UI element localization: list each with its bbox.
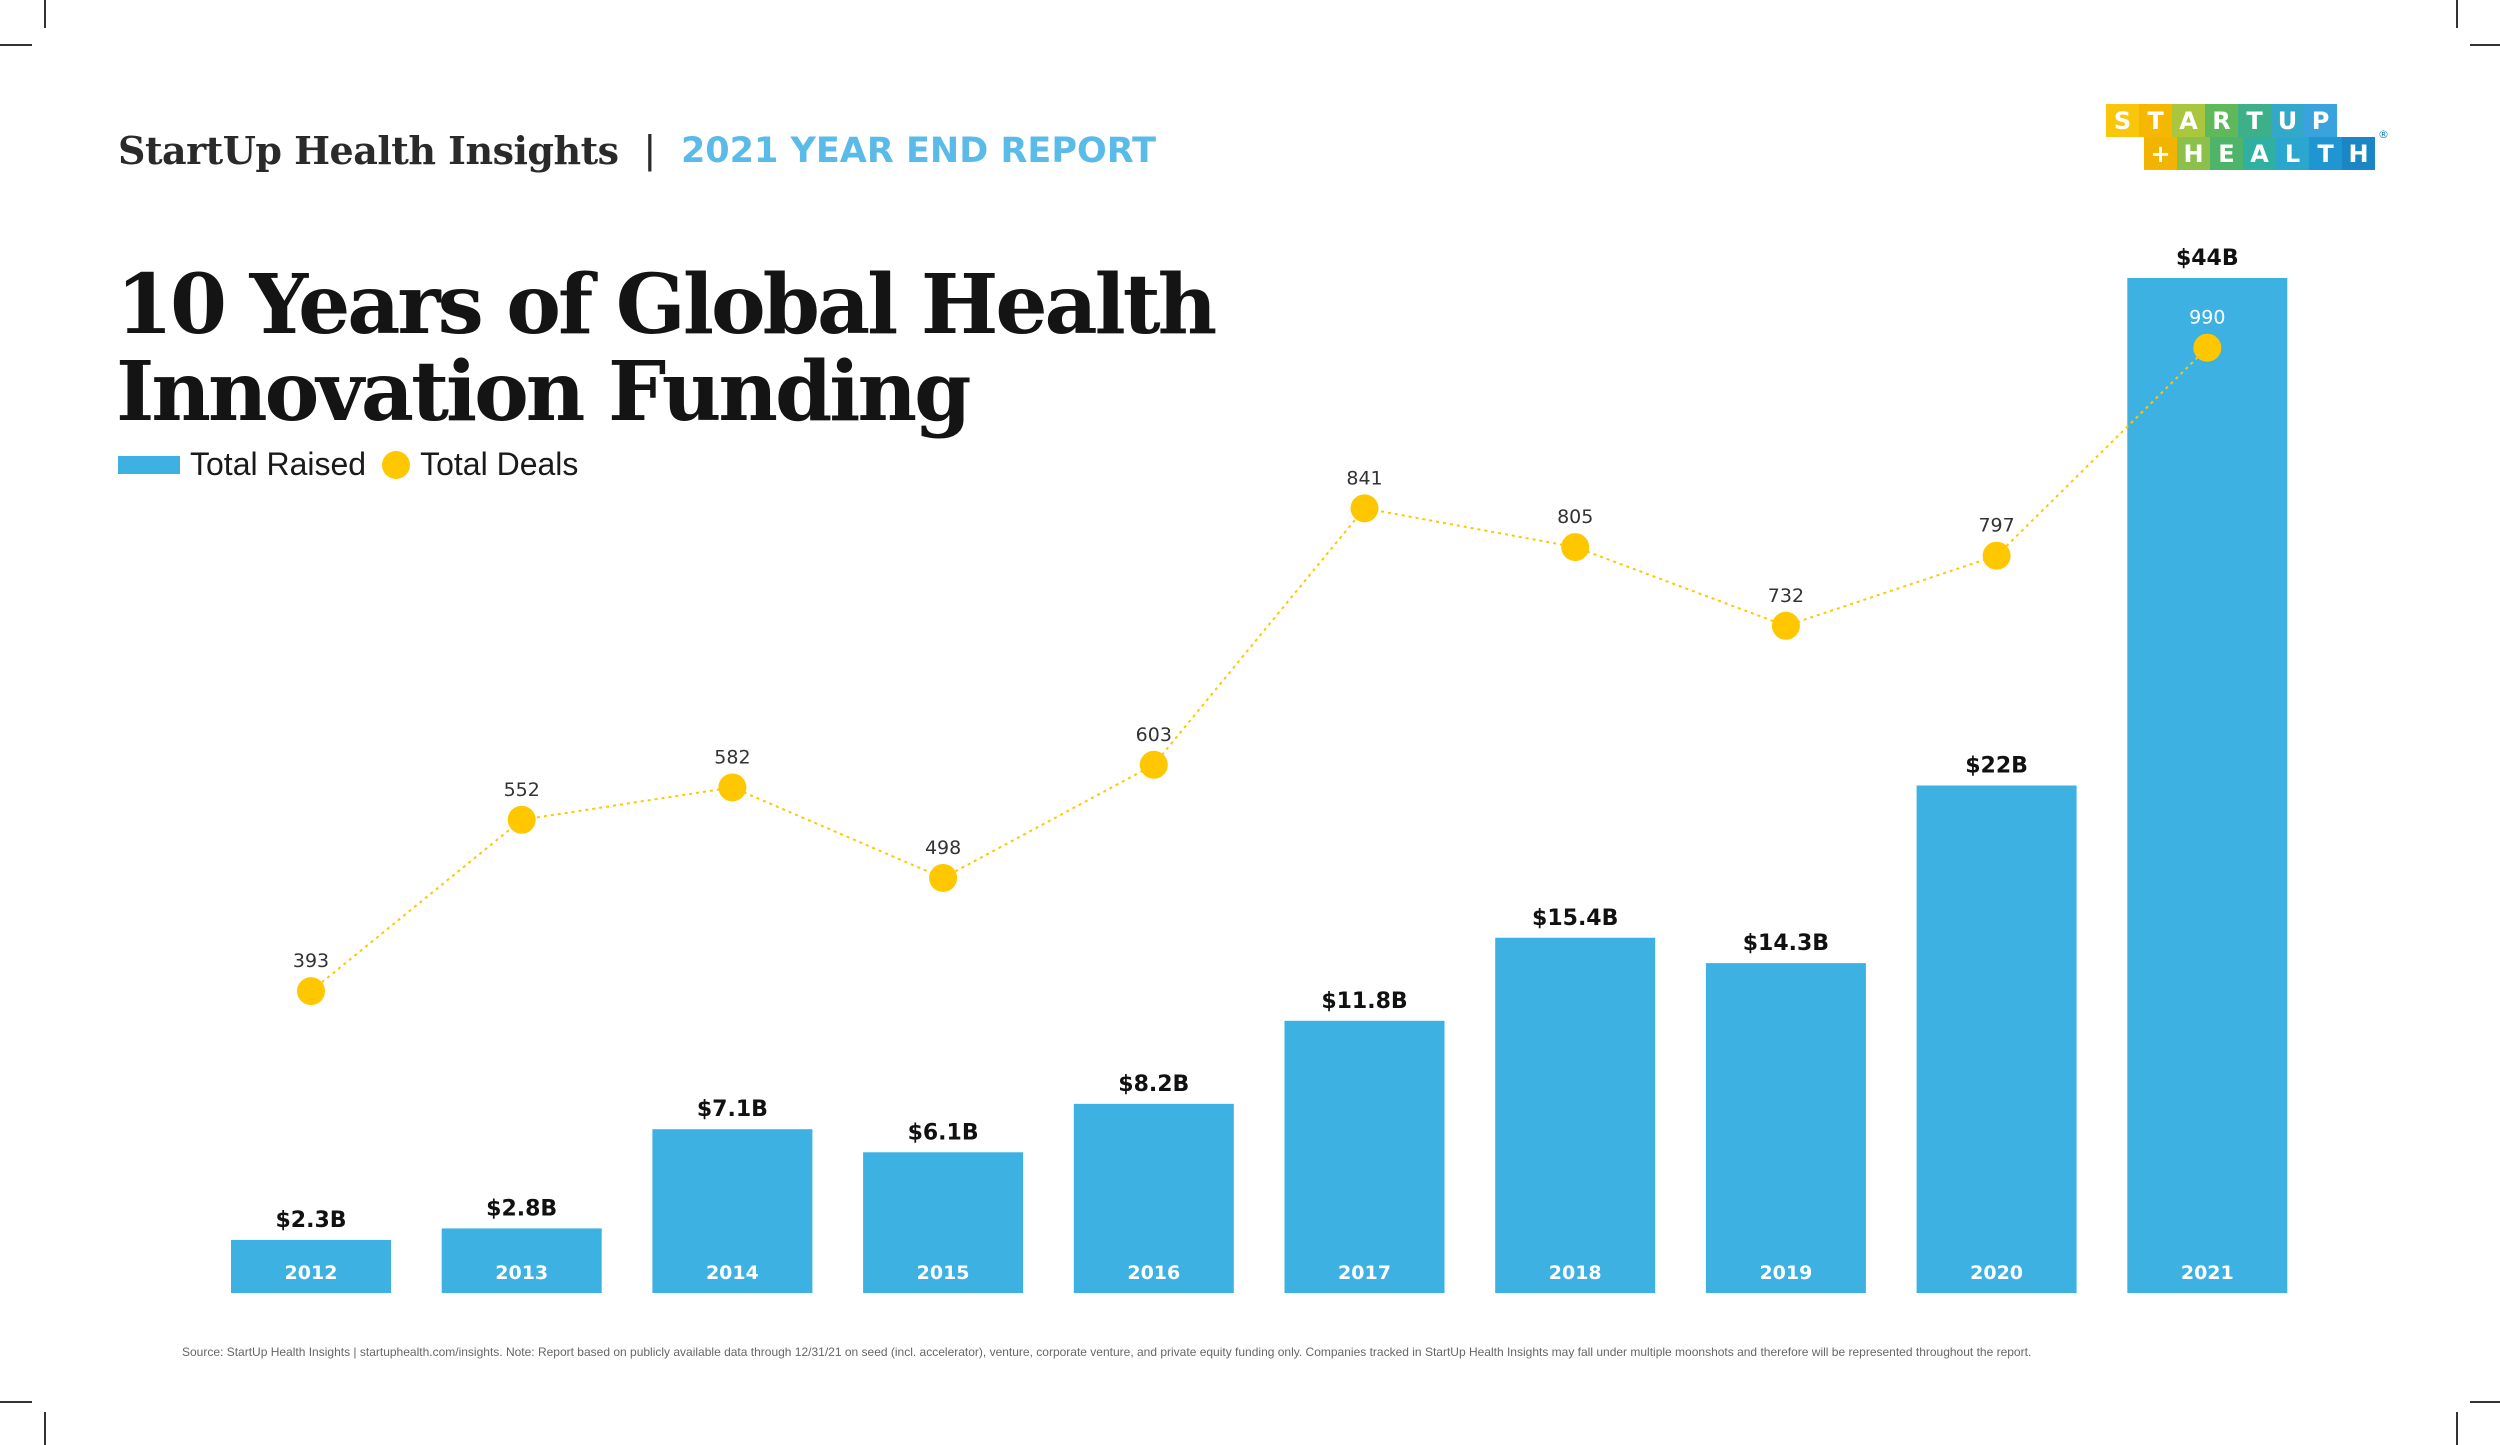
- logo-bottom-row: + H E A L T H: [2144, 137, 2375, 170]
- deals-line: [310, 347, 2209, 992]
- legend-dot-swatch: [382, 450, 411, 479]
- x-tick-label: 2019: [1759, 1262, 1812, 1284]
- deal-point-2014: [718, 773, 747, 802]
- crop-mark: [2470, 1401, 2500, 1403]
- deal-value-label: 797: [1978, 515, 2014, 537]
- chart-legend: Total Raised Total Deals: [118, 446, 578, 483]
- logo-letter: H: [2177, 137, 2210, 170]
- logo-letter: T: [2309, 137, 2342, 170]
- brand-name: StartUp Health Insights: [118, 128, 619, 173]
- report-name: 2021 YEAR END REPORT: [680, 130, 1156, 171]
- bar-value-label: $7.1B: [697, 1097, 768, 1122]
- bar-2013: [441, 1228, 602, 1293]
- bar-2014: [652, 1129, 813, 1293]
- crop-mark: [0, 1401, 32, 1403]
- chart-title-line-2: Innovation Funding: [116, 344, 971, 440]
- bar-value-label: $44B: [2176, 246, 2239, 271]
- crop-mark: [44, 1412, 46, 1445]
- bar-2017: [1284, 1020, 1445, 1293]
- x-tick-label: 2020: [1970, 1262, 2023, 1284]
- crop-mark: [2456, 1412, 2458, 1445]
- bar-2015: [863, 1152, 1024, 1293]
- deal-value-label: 603: [1136, 724, 1172, 746]
- logo-letter: A: [2172, 104, 2205, 137]
- deal-point-2019: [1771, 611, 1800, 640]
- bar-2012: [231, 1239, 391, 1293]
- logo-letter: A: [2243, 137, 2276, 170]
- deal-point-2012: [297, 977, 325, 1006]
- logo-letter: R: [2205, 104, 2238, 137]
- crop-mark: [2470, 44, 2500, 46]
- bar-2016: [1073, 1103, 1234, 1293]
- logo-letter: L: [2276, 137, 2309, 170]
- registered-mark: ®: [2378, 128, 2389, 141]
- deal-value-label: 393: [293, 950, 329, 972]
- crop-mark: [44, 0, 46, 28]
- bar-value-label: $22B: [1965, 754, 2028, 779]
- legend-total-raised: Total Raised: [190, 446, 367, 482]
- deal-point-2013: [507, 805, 536, 834]
- report-header: StartUp Health Insights | 2021 YEAR END …: [118, 128, 1156, 173]
- crop-mark: [2456, 0, 2458, 28]
- bar-value-label: $14.3B: [1743, 931, 1829, 956]
- header-separator: |: [644, 128, 655, 172]
- logo-letter: E: [2210, 137, 2243, 170]
- x-tick-label: 2014: [706, 1262, 759, 1284]
- deal-value-label: 841: [1346, 467, 1382, 489]
- bar-value-label: $2.8B: [486, 1196, 557, 1221]
- deal-point-2020: [1982, 541, 2011, 570]
- x-tick-label: 2013: [495, 1262, 548, 1284]
- x-tick-label: 2018: [1549, 1262, 1602, 1284]
- bar-value-label: $11.8B: [1321, 989, 1407, 1014]
- bar-value-label: $15.4B: [1532, 906, 1618, 931]
- deal-point-2017: [1350, 494, 1379, 523]
- x-tick-label: 2016: [1127, 1262, 1180, 1284]
- deal-point-2015: [929, 863, 958, 892]
- deal-point-2018: [1561, 533, 1590, 562]
- x-tick-label: 2012: [285, 1262, 338, 1284]
- bar-2021: [2127, 278, 2288, 1293]
- bar-2020: [1916, 785, 2077, 1293]
- chart-title-line-1: 10 Years of Global Health: [116, 257, 1217, 353]
- chart-title: 10 Years of Global Health Innovation Fun…: [116, 257, 1217, 440]
- logo-letter: H: [2342, 137, 2375, 170]
- x-tick-label: 2017: [1338, 1262, 1391, 1284]
- logo-letter: S: [2106, 104, 2139, 137]
- deal-value-label: 990: [2189, 307, 2225, 329]
- deal-point-2021: [2193, 333, 2222, 362]
- deal-value-label: 732: [1768, 585, 1804, 607]
- source-note: Source: StartUp Health Insights | startu…: [182, 1345, 2032, 1359]
- bar-2019: [1705, 963, 1866, 1293]
- deal-value-label: 498: [925, 837, 961, 859]
- bar-value-label: $2.3B: [275, 1208, 346, 1233]
- legend-bar-swatch: [118, 455, 180, 474]
- deal-value-label: 805: [1557, 506, 1593, 528]
- bar-value-label: $8.2B: [1118, 1072, 1189, 1097]
- logo-letter: P: [2304, 104, 2337, 137]
- deal-value-label: 582: [714, 746, 750, 768]
- crop-mark: [0, 44, 32, 46]
- x-tick-label: 2015: [917, 1262, 970, 1284]
- logo-letter: +: [2144, 137, 2177, 170]
- logo-letter: T: [2238, 104, 2271, 137]
- deal-point-2016: [1139, 750, 1168, 779]
- bar-2018: [1495, 937, 1656, 1293]
- legend-total-deals: Total Deals: [420, 446, 579, 482]
- x-tick-label: 2021: [2181, 1262, 2234, 1284]
- deal-value-label: 552: [504, 779, 540, 801]
- logo-letter: T: [2139, 104, 2172, 137]
- logo-letter: U: [2271, 104, 2304, 137]
- bar-value-label: $6.1B: [908, 1120, 979, 1145]
